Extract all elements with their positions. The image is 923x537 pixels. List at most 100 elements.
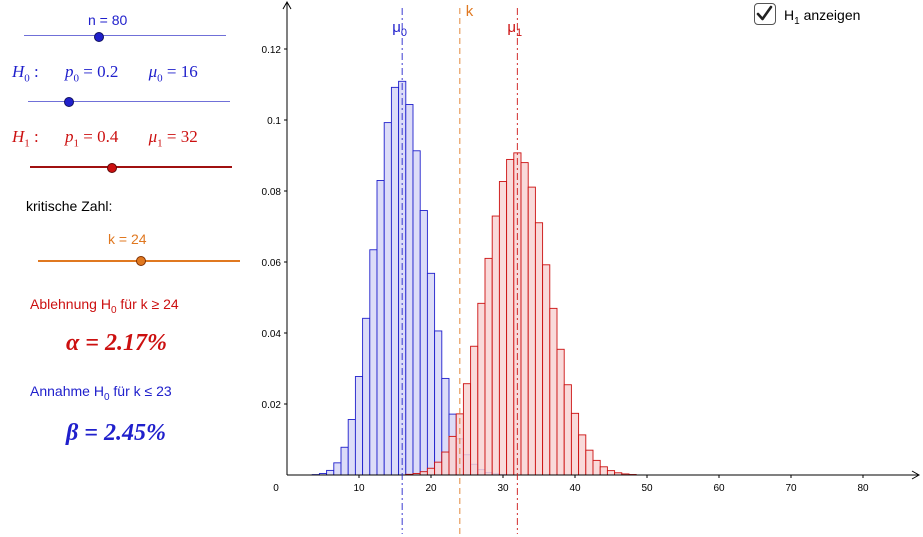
x-tick-label-80: 80	[857, 483, 869, 494]
h1-mu-sub: 1	[157, 137, 163, 150]
annahme-post: für k ≤ 23	[109, 383, 172, 399]
bar-h1-21	[434, 461, 443, 476]
checkbox-label-sub: 1	[794, 15, 800, 27]
annahme-pre: Annahme H	[30, 383, 104, 399]
ablehnung-post: für k ≥ 24	[116, 296, 179, 312]
y-axis-arrow	[282, 0, 292, 10]
h1-show-checkbox-label[interactable]: H1 anzeigen	[784, 7, 860, 27]
kritische-zahl-label: kritische Zahl:	[26, 198, 113, 214]
bar-h1-40	[570, 412, 580, 476]
h0-mu-value: = 16	[162, 62, 198, 81]
h1-show-checkbox[interactable]	[754, 3, 776, 25]
vline-label-k: k	[466, 3, 474, 20]
checkbox-label-post: anzeigen	[799, 7, 861, 23]
n-slider-knob[interactable]	[94, 32, 104, 42]
bar-h1-31	[506, 158, 515, 476]
h0-p-value: = 0.2	[79, 62, 119, 81]
ablehnung-pre: Ablehnung H	[30, 296, 111, 312]
bar-h0-19	[419, 210, 428, 476]
alpha-value: α = 2.17%	[66, 330, 167, 356]
h0-name-sub: 0	[24, 72, 30, 85]
x-tick-label-70: 70	[785, 483, 797, 494]
bar-h1-42	[585, 449, 594, 476]
p0-slider-track[interactable]	[28, 101, 230, 102]
x-tick-label-20: 20	[425, 483, 437, 494]
annahme-sub: 0	[103, 391, 110, 403]
bar-h0-7	[333, 462, 342, 476]
y-tick-label-0.1: 0.1	[267, 116, 281, 127]
y-tick-label-0.08: 0.08	[262, 187, 282, 198]
bar-h0-21	[434, 330, 443, 476]
h1-p-label: p	[65, 127, 74, 146]
bar-h1-23	[448, 435, 457, 476]
beta-value: β = 2.45%	[66, 420, 166, 446]
n-slider-track[interactable]	[24, 35, 226, 36]
x-tick-label-60: 60	[713, 483, 725, 494]
x-axis-arrow	[911, 470, 921, 480]
y-tick-label-0.12: 0.12	[262, 45, 282, 56]
bar-h1-44	[599, 466, 608, 476]
bar-h1-27	[477, 302, 486, 476]
h1-p-sub: 1	[73, 137, 80, 150]
bar-h0-13	[376, 180, 385, 476]
ablehnung-sub: 0	[110, 304, 117, 316]
bar-h1-36	[542, 264, 551, 476]
bar-h0-18	[412, 150, 421, 476]
bar-h1-28	[484, 257, 493, 476]
bar-h1-20	[426, 467, 436, 476]
x-tick-label-50: 50	[641, 483, 653, 494]
bar-h1-45	[606, 470, 616, 476]
bar-h1-37	[549, 307, 558, 476]
p0-slider-knob[interactable]	[64, 97, 74, 107]
bar-h1-29	[491, 215, 500, 476]
bar-h1-22	[441, 451, 450, 476]
bar-h1-34	[527, 186, 536, 476]
k-slider-knob[interactable]	[136, 256, 146, 266]
h1-mu-value: = 32	[162, 127, 198, 146]
p1-slider-track[interactable]	[30, 166, 232, 168]
y-tick-label-0.04: 0.04	[262, 329, 282, 340]
checkmark-icon	[756, 5, 773, 21]
y-tick-label-0.06: 0.06	[262, 258, 282, 269]
h1-colon: :	[29, 127, 39, 146]
bar-h0-12	[369, 249, 378, 476]
x-tick-label-40: 40	[569, 483, 581, 494]
bar-h0-6	[326, 469, 335, 476]
bar-h1-43	[592, 459, 601, 476]
bar-h0-15	[390, 86, 400, 476]
vertical-lines: μ0 k μ1	[392, 3, 522, 534]
bar-h1-30	[498, 181, 508, 476]
h0-mu-label: μ	[148, 62, 158, 81]
bar-h0-17	[405, 104, 414, 476]
bar-h1-25	[462, 383, 472, 476]
h0-p-label: p	[65, 62, 74, 81]
h0-formula: H0 : p0 = 0.2 μ0 = 16	[12, 62, 198, 84]
bar-h0-11	[362, 317, 371, 476]
bar-h0-8	[340, 446, 349, 476]
bar-h1-35	[534, 222, 544, 476]
h1-name-sub: 1	[24, 137, 30, 150]
h1-name: H	[12, 127, 25, 146]
h0-mu-sub: 0	[157, 72, 163, 85]
annahme-text: Annahme H0 für k ≤ 23	[30, 383, 172, 403]
y-tick-label-0.02: 0.02	[262, 400, 282, 411]
h0-colon: :	[29, 62, 39, 81]
bar-h0-14	[383, 122, 392, 476]
vline-label-mu1: μ1	[507, 19, 522, 39]
bar-h1-39	[563, 384, 572, 476]
bar-h0-20	[426, 272, 436, 476]
x-tick-label-10: 10	[353, 483, 365, 494]
bar-h1-41	[578, 434, 587, 476]
axes: 0 10 20 30 40 50 60 70 80 0.02 0.04 0.06 0.08 0.1 0.12	[262, 0, 921, 494]
p1-slider-knob[interactable]	[107, 163, 117, 173]
h0-p-sub: 0	[73, 72, 80, 85]
bar-h0-9	[347, 419, 356, 476]
bar-h1-38	[556, 348, 565, 476]
checkbox-label-pre: H	[784, 7, 795, 23]
h1-formula: H1 : p1 = 0.4 μ1 = 32	[12, 127, 198, 149]
h1-mu-label: μ	[148, 127, 158, 146]
h1-p-value: = 0.4	[79, 127, 119, 146]
vline-label-mu0: μ0	[392, 19, 407, 39]
x-tick-label-30: 30	[497, 483, 509, 494]
